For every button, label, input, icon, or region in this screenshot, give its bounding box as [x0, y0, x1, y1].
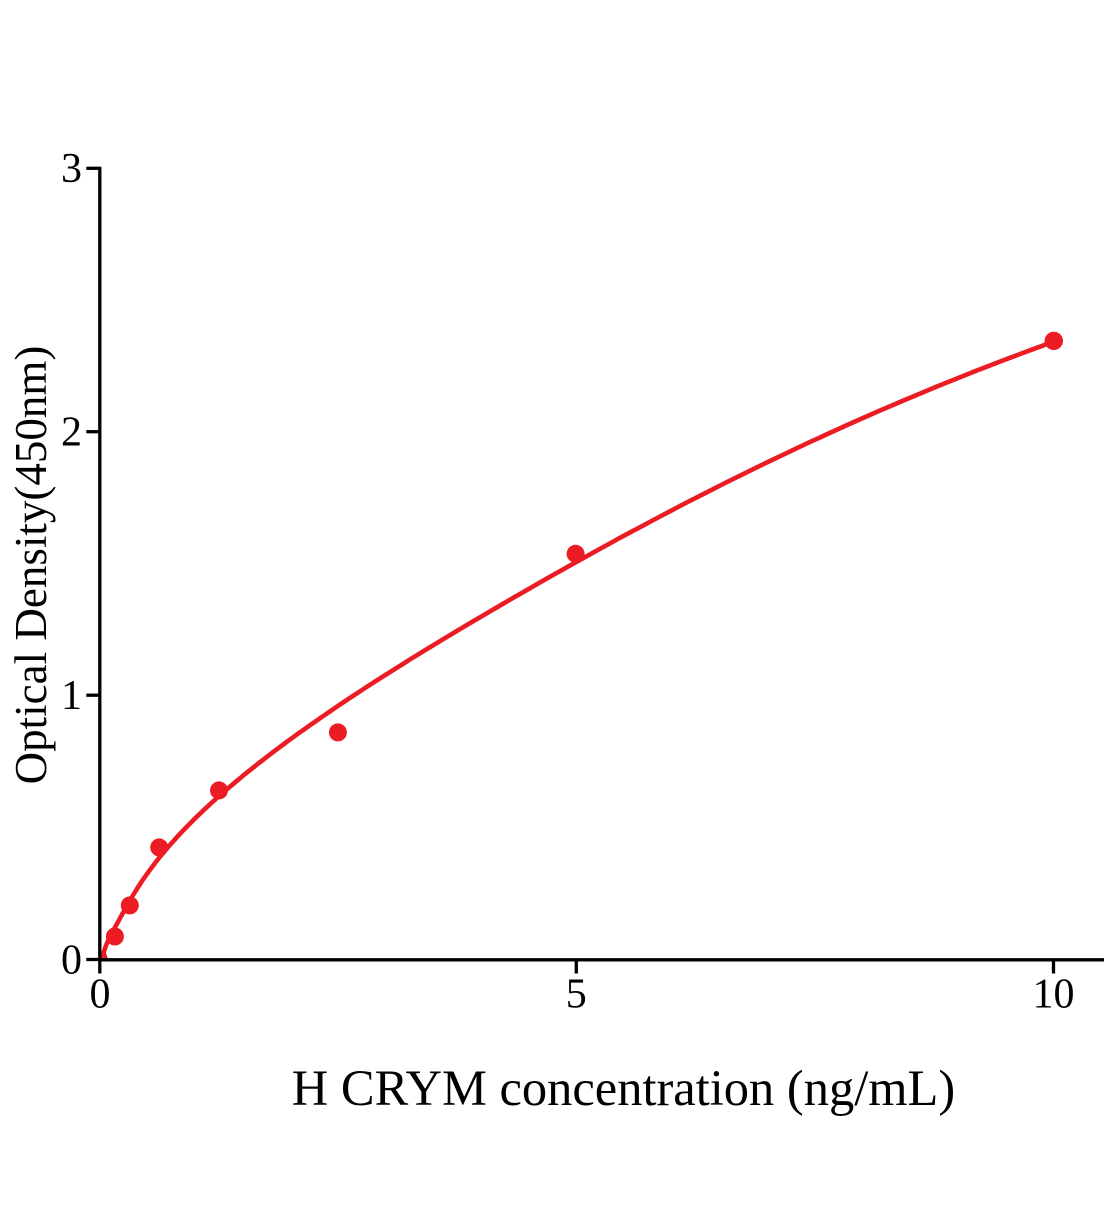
svg-text:5: 5: [566, 972, 587, 1018]
svg-text:10: 10: [1033, 972, 1075, 1018]
svg-text:0: 0: [61, 937, 82, 983]
svg-text:Optical Density(450nm): Optical Density(450nm): [6, 346, 56, 785]
svg-text:H CRYM concentration (ng/mL): H CRYM concentration (ng/mL): [292, 1060, 955, 1116]
svg-text:0: 0: [90, 972, 111, 1018]
svg-text:2: 2: [61, 410, 82, 456]
svg-text:3: 3: [61, 146, 82, 192]
svg-text:1: 1: [61, 673, 82, 719]
